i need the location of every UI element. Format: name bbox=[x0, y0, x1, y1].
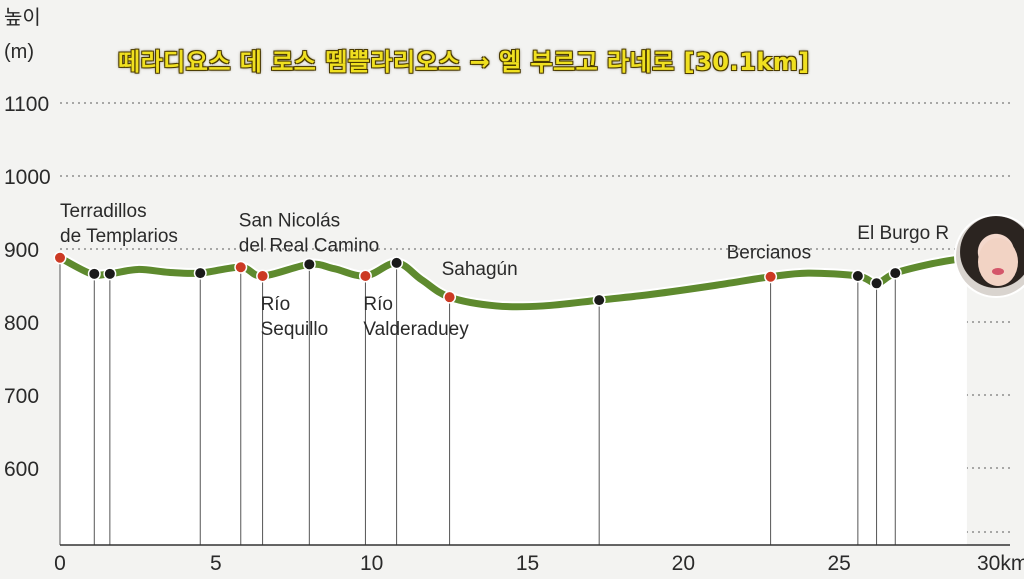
stop-marker-0 bbox=[55, 252, 65, 263]
location-label-1-0: San Nicolás bbox=[239, 210, 340, 231]
stop-marker-13 bbox=[871, 278, 882, 289]
x-tick-1: 5 bbox=[210, 552, 222, 575]
location-label-4-0: Sahagún bbox=[442, 259, 518, 280]
x-tick-5: 25 bbox=[827, 552, 850, 575]
stop-marker-9 bbox=[444, 292, 455, 303]
location-label-0-1: de Templarios bbox=[60, 226, 178, 247]
y-tick-800: 800 bbox=[4, 312, 39, 335]
location-label-0-0: Terradillos bbox=[60, 201, 147, 222]
location-label-2-0: Río bbox=[261, 294, 291, 315]
x-tick-0: 0 bbox=[54, 552, 66, 575]
avatar-face bbox=[978, 238, 1018, 286]
stop-marker-10 bbox=[594, 295, 605, 306]
elevation-area-fill bbox=[60, 257, 967, 545]
y-axis-title-1: (m) bbox=[4, 41, 34, 63]
y-tick-700: 700 bbox=[4, 385, 39, 408]
location-label-2-1: Sequillo bbox=[261, 319, 329, 340]
stop-marker-1 bbox=[89, 268, 100, 279]
location-label-5-0: Bercianos bbox=[727, 243, 812, 264]
stop-marker-12 bbox=[852, 271, 863, 282]
stop-marker-6 bbox=[304, 259, 315, 270]
x-tick-4: 20 bbox=[672, 552, 695, 575]
route-banner-title: 떼라디요스 데 로스 뗌쁠라리오스 → 엘 부르고 라네로 [30.1km] bbox=[118, 48, 810, 76]
location-label-1-1: del Real Camino bbox=[239, 235, 379, 256]
stop-marker-14 bbox=[890, 268, 901, 279]
y-tick-900: 900 bbox=[4, 239, 39, 262]
stop-marker-2 bbox=[104, 268, 115, 279]
y-axis-title-0: 높이 bbox=[4, 6, 41, 29]
avatar-lips bbox=[992, 268, 1004, 275]
stop-marker-3 bbox=[195, 268, 206, 279]
stop-marker-7 bbox=[360, 271, 371, 282]
y-tick-1000: 1000 bbox=[4, 166, 51, 189]
location-label-3-0: Río bbox=[363, 294, 393, 315]
stop-marker-11 bbox=[765, 271, 776, 282]
x-tick-2: 10 bbox=[360, 552, 383, 575]
streamer-avatar bbox=[954, 214, 1024, 298]
y-tick-600: 600 bbox=[4, 458, 39, 481]
location-label-3-1: Valderaduey bbox=[363, 319, 469, 340]
stop-marker-8 bbox=[391, 257, 402, 268]
x-tick-3: 15 bbox=[516, 552, 539, 575]
y-tick-1100: 1100 bbox=[4, 93, 49, 116]
x-tick-6: 30km bbox=[977, 552, 1024, 575]
location-label-6-0: El Burgo R bbox=[857, 223, 949, 244]
stop-marker-4 bbox=[235, 262, 246, 273]
stop-marker-5 bbox=[257, 271, 268, 282]
